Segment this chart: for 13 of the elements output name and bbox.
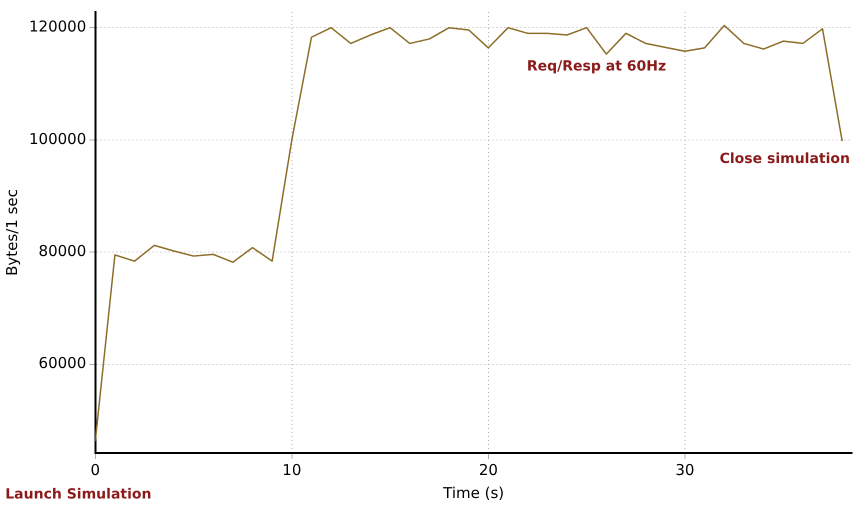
x-tick-label: 30 <box>675 460 694 479</box>
y-tick-label: 80000 <box>38 242 86 260</box>
y-axis-title: Bytes/1 sec <box>2 189 21 276</box>
x-axis-title: Time (s) <box>442 484 504 502</box>
y-tick-label: 60000 <box>38 354 86 372</box>
x-tick-label: 20 <box>478 460 498 479</box>
text: Launch Simulation <box>5 486 152 503</box>
x-tick-label: 0 <box>90 460 100 479</box>
annotation: Req/Resp at 60Hz <box>526 58 666 75</box>
annotation: Close simulation <box>720 151 850 168</box>
x-tick-label: 10 <box>282 460 302 479</box>
y-tick-label: 100000 <box>28 130 86 148</box>
y-tick-label: 120000 <box>28 18 86 36</box>
